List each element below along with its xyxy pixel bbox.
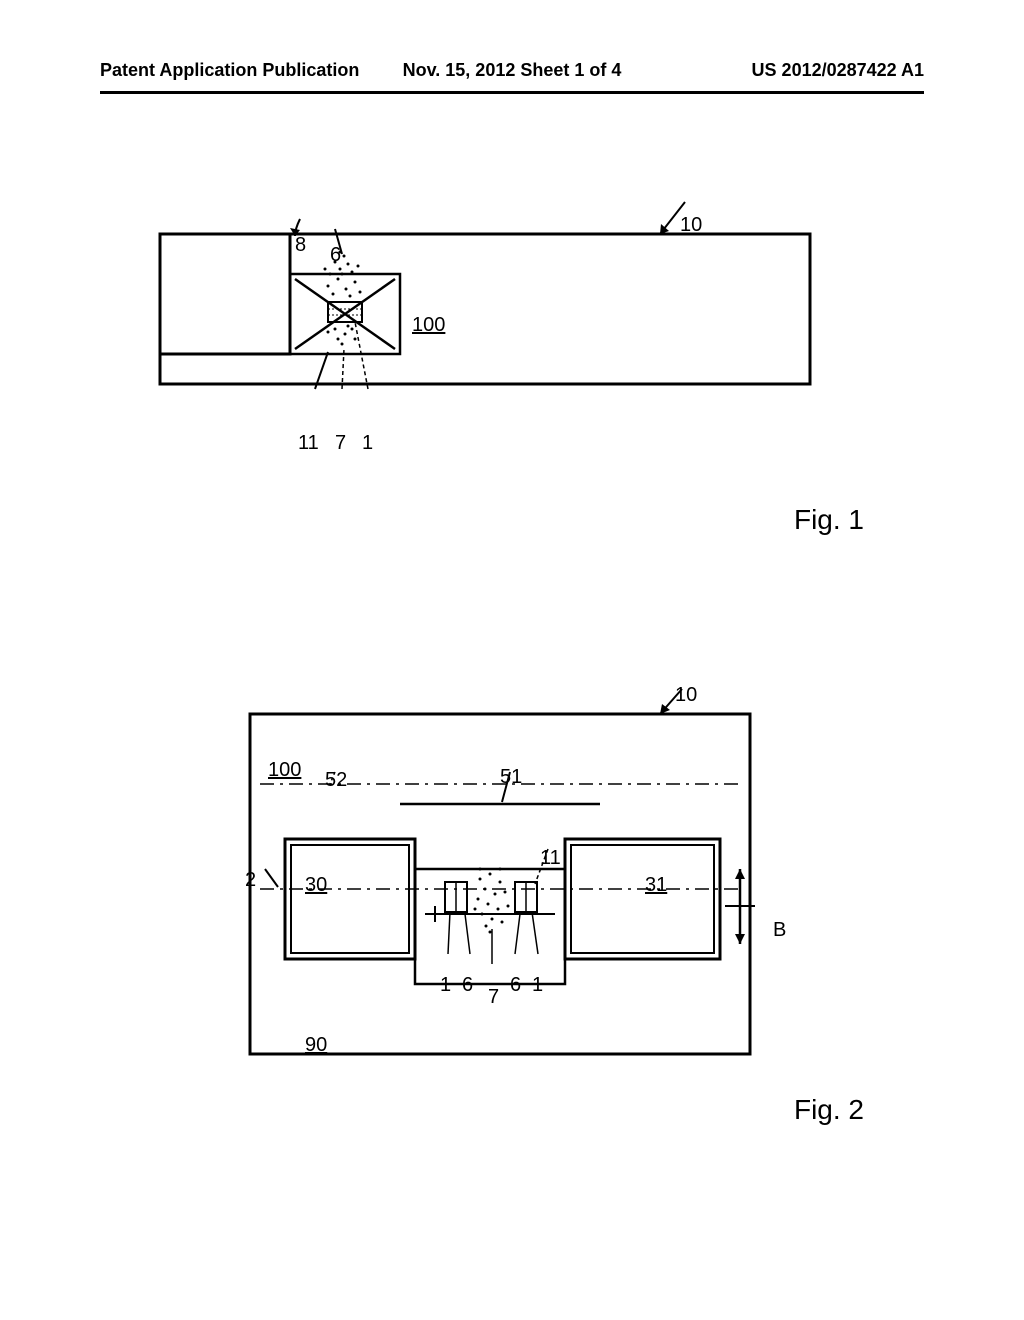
fig2-ref-7: 7 [488, 986, 499, 1009]
fig1-ref-6: 6 [330, 244, 341, 267]
page-header: Patent Application Publication Nov. 15, … [100, 60, 924, 89]
fig2-ref-30: 30 [305, 874, 327, 897]
fig2-ref-2: 2 [245, 869, 256, 892]
fig2-ref-31: 31 [645, 874, 667, 897]
header-center: Nov. 15, 2012 Sheet 1 of 4 [375, 60, 650, 81]
fig2-ref-1b: 1 [532, 974, 543, 997]
fig1-ref-1: 1 [362, 432, 373, 455]
fig2-ref-11: 11 [540, 847, 561, 870]
fig2-ref-52: 52 [325, 769, 347, 792]
header-left: Patent Application Publication [100, 60, 375, 81]
fig2-ref-90: 90 [305, 1034, 327, 1057]
fig1-ref-10: 10 [680, 214, 702, 237]
fig1-ref-11: 11 [298, 432, 319, 455]
fig1-ref-7: 7 [335, 432, 346, 455]
fig1-label: Fig. 1 [794, 504, 864, 536]
fig2-ref-100: 100 [268, 759, 301, 782]
fig2-ref-10: 10 [675, 684, 697, 707]
fig2-ref-6a: 6 [462, 974, 473, 997]
header-divider [100, 91, 924, 94]
fig2-label: Fig. 2 [794, 1094, 864, 1126]
figure-2: 10 100 52 51 2 30 11 31 1 6 7 6 1 90 B F… [100, 674, 924, 1194]
fig1-svg [140, 174, 840, 454]
fig1-ref-8: 8 [295, 234, 306, 257]
fig1-ref-100: 100 [412, 314, 445, 337]
fig2-ref-1a: 1 [440, 974, 451, 997]
fig2-ref-6b: 6 [510, 974, 521, 997]
fig2-ref-B: B [773, 919, 786, 942]
figure-1: 8 6 10 100 11 7 1 Fig. 1 [100, 174, 924, 574]
fig2-ref-51: 51 [500, 766, 522, 789]
header-right: US 2012/0287422 A1 [649, 60, 924, 81]
